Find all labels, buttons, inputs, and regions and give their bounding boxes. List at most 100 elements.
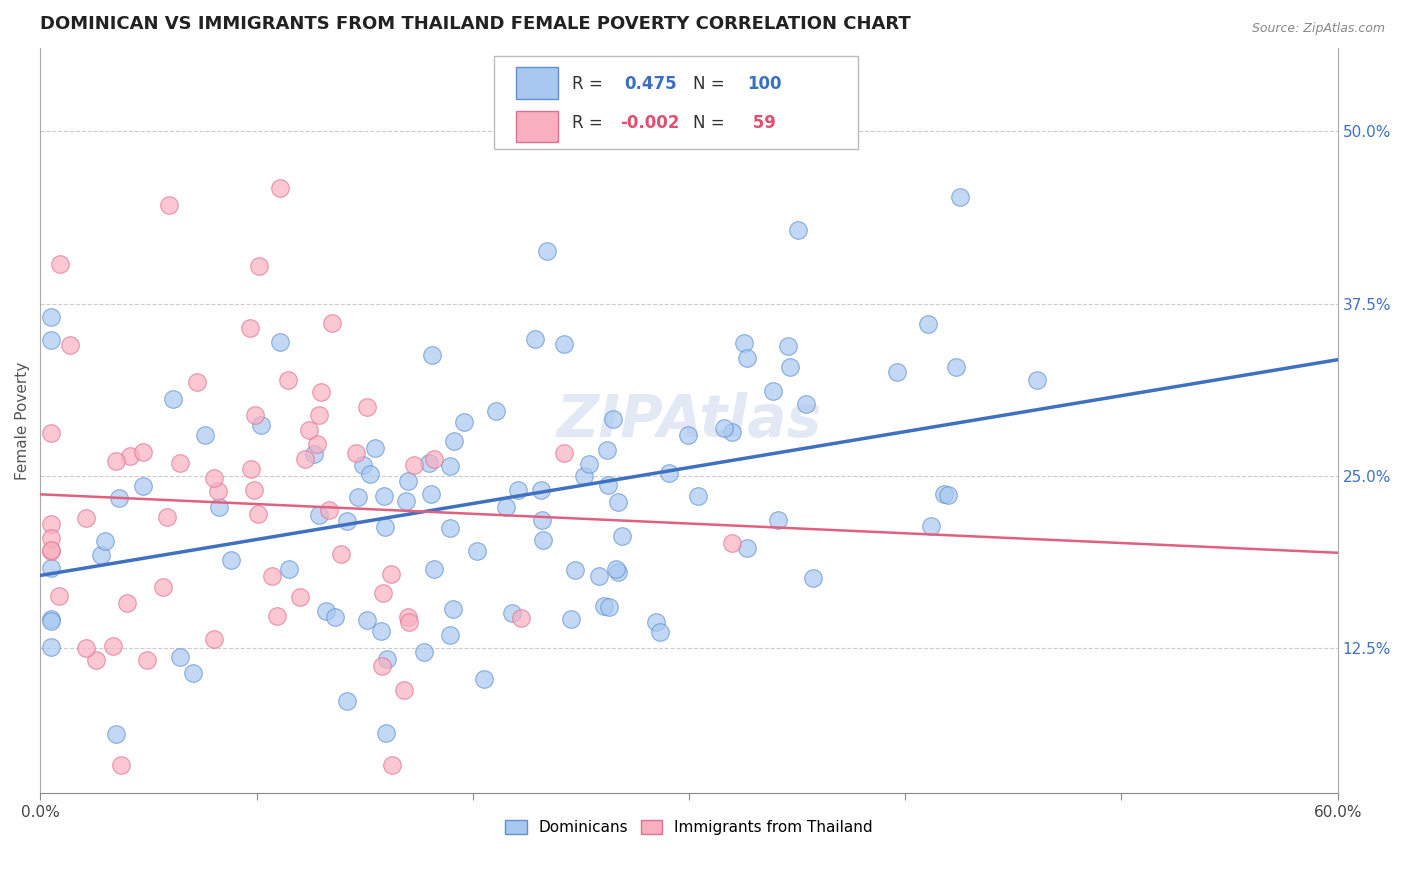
Point [101, 639, 124, 653]
Point [39, 543, 62, 558]
FancyBboxPatch shape [516, 111, 558, 142]
Point [169, 456, 191, 470]
Point [370, 624, 392, 639]
Point [323, 610, 346, 624]
Point [443, 434, 465, 449]
Point [501, 607, 523, 621]
Point [588, 568, 610, 582]
Text: 100: 100 [748, 75, 782, 93]
Point [39, 334, 62, 348]
Point [239, 321, 262, 335]
Point [356, 613, 378, 627]
Point [208, 500, 231, 515]
Y-axis label: Female Poverty: Female Poverty [15, 361, 30, 480]
Point [269, 335, 291, 350]
Point [374, 726, 396, 740]
Point [602, 412, 624, 426]
Point [472, 672, 495, 686]
Point [117, 596, 139, 610]
Point [110, 758, 132, 772]
Point [658, 466, 681, 480]
Point [610, 529, 633, 543]
Point [93, 533, 115, 548]
Point [644, 615, 666, 629]
Point [294, 451, 316, 466]
Point [359, 467, 381, 482]
Point [375, 652, 398, 666]
Point [308, 408, 330, 422]
Point [380, 567, 402, 582]
Point [298, 423, 321, 437]
Point [938, 488, 960, 502]
Text: ZIPAtlas: ZIPAtlas [557, 392, 821, 450]
Point [733, 336, 755, 351]
Point [108, 491, 131, 505]
Point [75, 641, 97, 656]
Point [162, 392, 184, 407]
Point [181, 665, 204, 680]
Point [485, 404, 508, 418]
Point [243, 483, 266, 498]
Point [39, 612, 62, 626]
Legend: Dominicans, Immigrants from Thailand: Dominicans, Immigrants from Thailand [499, 814, 879, 841]
Point [949, 190, 972, 204]
Point [105, 454, 128, 468]
Point [221, 553, 243, 567]
Point [41, 531, 63, 545]
Point [318, 503, 340, 517]
Point [104, 726, 127, 740]
Point [794, 397, 817, 411]
Point [373, 489, 395, 503]
Point [39, 517, 62, 532]
Point [495, 500, 517, 514]
Point [418, 456, 440, 470]
Point [302, 447, 325, 461]
Point [934, 487, 956, 501]
Point [605, 562, 627, 576]
Point [536, 244, 558, 258]
Point [787, 223, 810, 237]
Point [530, 513, 553, 527]
Point [156, 510, 179, 524]
Text: R =: R = [572, 75, 609, 93]
Point [330, 547, 353, 561]
Point [441, 602, 464, 616]
Point [465, 543, 488, 558]
Point [48, 590, 70, 604]
Point [260, 569, 283, 583]
FancyBboxPatch shape [495, 56, 858, 149]
Point [396, 475, 419, 489]
Point [886, 365, 908, 379]
Point [131, 445, 153, 459]
Point [398, 615, 420, 630]
Point [157, 198, 180, 212]
Point [381, 758, 404, 772]
Point [39, 561, 62, 575]
Point [945, 360, 967, 375]
Text: Source: ZipAtlas.com: Source: ZipAtlas.com [1251, 22, 1385, 36]
Point [169, 649, 191, 664]
Point [356, 400, 378, 414]
Point [89, 549, 111, 563]
Point [309, 384, 332, 399]
Point [202, 471, 225, 485]
Point [572, 468, 595, 483]
Point [39, 640, 62, 655]
Point [735, 351, 758, 365]
Point [288, 590, 311, 604]
Point [720, 425, 742, 440]
Point [277, 561, 299, 575]
Point [39, 614, 62, 628]
Point [118, 449, 141, 463]
Point [247, 259, 270, 273]
Point [404, 458, 426, 473]
Point [688, 489, 710, 503]
Point [439, 459, 461, 474]
Point [246, 508, 269, 522]
Point [39, 543, 62, 558]
Point [423, 562, 446, 576]
Point [676, 428, 699, 442]
Text: R =: R = [572, 114, 609, 132]
Point [560, 612, 582, 626]
Point [506, 483, 529, 497]
